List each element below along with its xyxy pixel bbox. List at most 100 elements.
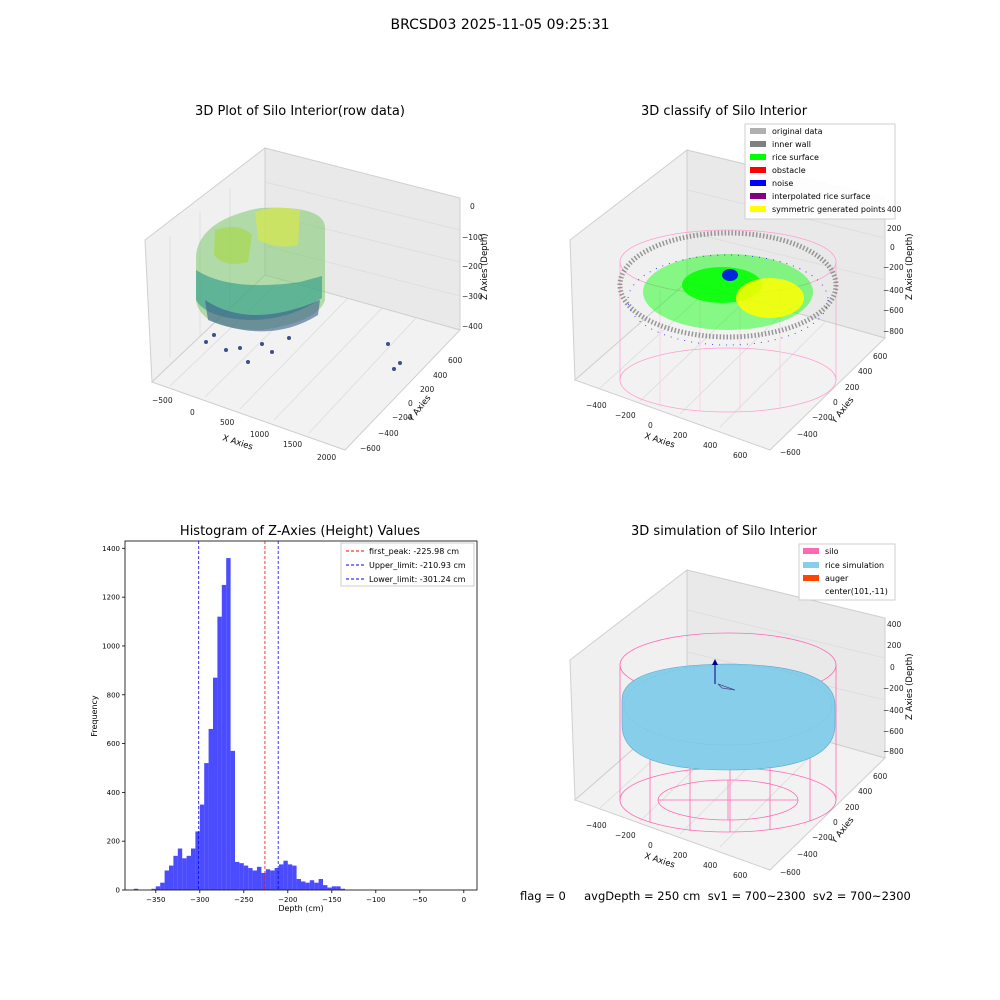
histogram-xtick-label: −350 <box>146 896 165 904</box>
histogram-bar <box>217 616 222 890</box>
legend-label: rice surface <box>772 153 819 162</box>
legend-swatch-noise <box>750 180 766 186</box>
histogram-xtick-label: −300 <box>190 896 209 904</box>
p1-ylabel: Y Axies <box>406 393 434 425</box>
p4-ytick: 0 <box>833 818 838 827</box>
histogram-ytick-label: 1400 <box>102 545 120 553</box>
histogram-bar <box>221 584 227 890</box>
histogram-bar <box>182 858 187 890</box>
histogram-xlabel: Depth (cm) <box>278 904 323 913</box>
p2-zlabel: Z Axies (Depth) <box>905 233 915 300</box>
histogram-bar <box>173 855 178 890</box>
histogram-bar <box>160 882 165 890</box>
p1-ztick: −100 <box>462 233 483 242</box>
legend-label: noise <box>772 179 793 188</box>
panel4-3d-plot: silo rice simulation auger center(101,-1… <box>569 543 915 880</box>
legend-label-lower-limit: Lower_limit: -301.24 cm <box>369 575 466 584</box>
p1-ztick: −300 <box>462 292 483 301</box>
histogram-yticks: 0 200 400 600 800 1000 1200 1400 <box>102 545 125 895</box>
histogram-title: Histogram of Z-Axies (Height) Values <box>179 524 421 539</box>
p4-ztick: −800 <box>883 747 904 756</box>
p4-ytick: 600 <box>873 772 888 781</box>
histogram-bar <box>164 870 169 890</box>
legend-label-first-peak: first_peak: -225.98 cm <box>369 547 459 556</box>
p4-ztick: −400 <box>883 706 904 715</box>
p4-ytick: −600 <box>780 868 801 877</box>
histogram-bar <box>274 868 279 890</box>
p1-ytick: 200 <box>420 385 435 394</box>
histogram-bar <box>239 863 244 890</box>
histogram-bar <box>186 855 191 890</box>
panel4-legend: silo rice simulation auger center(101,-1… <box>798 543 896 601</box>
legend-swatch-interpolated <box>750 193 766 199</box>
p4-xtick: −400 <box>586 821 607 830</box>
histogram-reference-lines <box>198 541 279 890</box>
histogram-bar <box>301 881 306 890</box>
panel2-title: 3D classify of Silo Interior <box>640 104 808 119</box>
p1-ztick: −200 <box>462 262 483 271</box>
legend-swatch-obstacle <box>750 167 766 173</box>
p4-ztick: 0 <box>890 663 895 672</box>
histogram-xtick-label: −200 <box>278 896 297 904</box>
histogram-bar <box>309 880 315 890</box>
p2-ztick: −400 <box>883 286 904 295</box>
p4-ytick: −400 <box>797 850 818 859</box>
histogram-ytick-label: 0 <box>116 887 120 895</box>
histogram-bar <box>340 888 345 890</box>
histogram-ytick-label: 200 <box>107 838 120 846</box>
legend-label: inner wall <box>772 140 811 149</box>
p2-ztick: −800 <box>883 327 904 336</box>
p1-xtick: 500 <box>220 418 235 427</box>
histogram-bar <box>213 677 218 890</box>
histogram-bar <box>195 831 200 890</box>
p1-ytick: 400 <box>433 371 448 380</box>
histogram-bar <box>283 860 288 890</box>
histogram-bar <box>327 887 332 890</box>
p4-zlabel: Z Axies (Depth) <box>905 653 915 720</box>
p2-xtick: −400 <box>586 401 607 410</box>
histogram-legend: first_peak: -225.98 cm Upper_limit: -210… <box>340 542 475 587</box>
histogram-chart: −350 −300 −250 −200 −150 −100 −50 0 0 200 400 600 8… <box>90 540 478 913</box>
p2-ztick: 0 <box>890 243 895 252</box>
histogram-bar <box>208 728 213 890</box>
p4-xtick: −200 <box>615 831 636 840</box>
panel1-title: 3D Plot of Silo Interior(row data) <box>195 104 405 119</box>
figure-title: BRCSD03 2025-11-05 09:25:31 <box>390 17 610 33</box>
p2-xtick: 200 <box>673 431 688 440</box>
p1-xtick: 1500 <box>283 440 302 449</box>
legend-swatch-rice-surface <box>750 154 766 160</box>
histogram-bar <box>177 848 183 890</box>
histogram-bar <box>199 804 205 890</box>
p2-ztick: 400 <box>887 205 902 214</box>
histogram-ytick-label: 600 <box>107 740 120 748</box>
p2-ztick: 200 <box>887 224 902 233</box>
histogram-xtick-label: −150 <box>322 896 341 904</box>
histogram-bar <box>204 763 209 890</box>
p2-ztick: −600 <box>883 306 904 315</box>
p1-ytick: 600 <box>448 356 463 365</box>
p2-xtick: 400 <box>703 441 718 450</box>
p2-xtick: 600 <box>733 451 748 460</box>
histogram-ytick-label: 1200 <box>102 594 120 602</box>
p4-ztick: 200 <box>887 641 902 650</box>
panel1-axes-box <box>144 146 461 451</box>
p2-ytick: −200 <box>812 413 833 422</box>
p1-ytick: 0 <box>408 399 413 408</box>
histogram-bar <box>257 866 262 890</box>
p1-xtick: 0 <box>190 408 195 417</box>
panel2-3d-plot: original data inner wall rice surface ob… <box>569 123 915 460</box>
legend-label: obstacle <box>772 166 806 175</box>
p4-ytick: 200 <box>845 803 860 812</box>
legend-label: silo <box>825 547 839 556</box>
p2-ytick: −400 <box>797 430 818 439</box>
histogram-bar <box>261 872 266 890</box>
histogram-xtick-label: −250 <box>234 896 253 904</box>
histogram-bar <box>331 886 337 890</box>
histogram-xtick-label: −100 <box>366 896 385 904</box>
histogram-bar <box>265 869 271 890</box>
p2-ytick: 600 <box>873 352 888 361</box>
histogram-xtick-label: 0 <box>462 896 466 904</box>
legend-label: center(101,-11) <box>825 587 888 596</box>
p1-ztick: −400 <box>462 322 483 331</box>
legend-label: auger <box>825 574 849 583</box>
